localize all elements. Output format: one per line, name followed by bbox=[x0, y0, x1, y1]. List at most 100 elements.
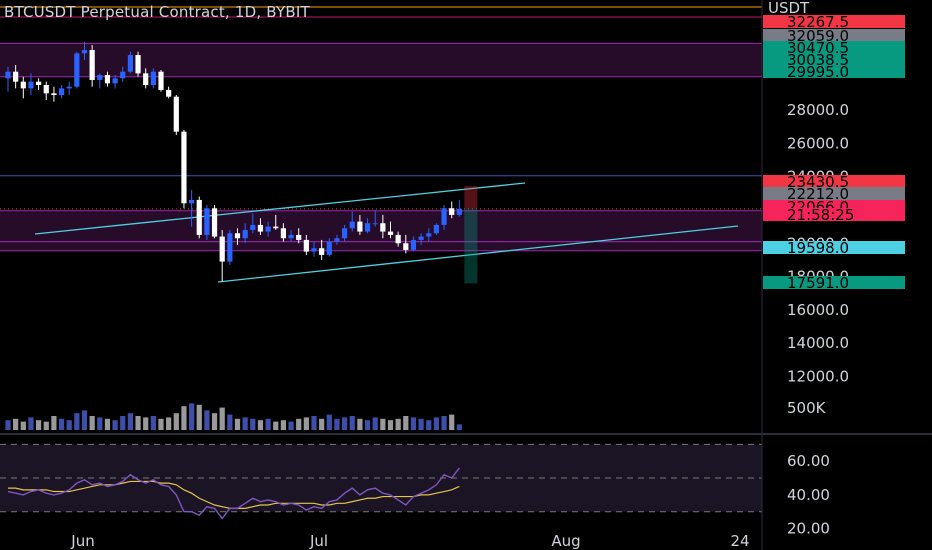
candle-body bbox=[58, 88, 65, 96]
candle-body bbox=[20, 81, 26, 89]
price-tick-label: 16000.0 bbox=[787, 301, 849, 319]
price-tag-label: 22212.0 bbox=[787, 185, 849, 203]
price-tag-label: 19598.0 bbox=[787, 239, 849, 257]
volume-bar bbox=[173, 413, 179, 430]
channel-lower-line[interactable] bbox=[217, 225, 739, 283]
price-tick-label: 12000.0 bbox=[787, 368, 849, 386]
volume-bar bbox=[166, 417, 172, 430]
volume-bar bbox=[204, 410, 210, 430]
volume-bar bbox=[219, 407, 225, 430]
candle-body bbox=[135, 55, 141, 74]
volume-bar bbox=[441, 416, 447, 430]
volume-bar bbox=[456, 424, 462, 430]
candle-body bbox=[433, 224, 439, 234]
time-axis[interactable]: Jun Jul Aug 24 bbox=[70, 532, 749, 550]
price-tag-box bbox=[763, 276, 905, 289]
volume-bar bbox=[181, 406, 187, 430]
volume-bar bbox=[403, 416, 409, 430]
volume-bar bbox=[319, 418, 325, 430]
candle-body bbox=[410, 239, 417, 250]
price-tag-box bbox=[763, 241, 905, 254]
volume-bar bbox=[189, 403, 195, 430]
volume-bar bbox=[296, 418, 302, 430]
candle-body bbox=[158, 71, 164, 91]
candle-body bbox=[13, 71, 19, 82]
candle-body bbox=[5, 71, 11, 79]
volume-bar bbox=[158, 418, 164, 430]
candle-body bbox=[97, 75, 103, 81]
candle-body bbox=[403, 243, 409, 250]
volume-bar bbox=[120, 416, 126, 430]
candle-body bbox=[36, 81, 42, 86]
price-tag-box bbox=[763, 15, 905, 28]
price-tag-box bbox=[763, 53, 905, 66]
volume-bar bbox=[288, 421, 294, 430]
volume-bar bbox=[89, 416, 95, 430]
candle-body bbox=[219, 236, 225, 262]
candle-body bbox=[51, 93, 57, 96]
candle-body bbox=[387, 231, 394, 235]
volume-bar bbox=[326, 414, 332, 430]
volume-bar bbox=[410, 417, 417, 430]
rsi-tick-label: 40.00 bbox=[787, 486, 830, 504]
horizontal-levels bbox=[0, 6, 762, 210]
volume-bar bbox=[265, 418, 271, 430]
volume-bar bbox=[280, 420, 286, 430]
rsi-pane bbox=[0, 443, 762, 520]
price-tag-box bbox=[763, 175, 905, 188]
candle-body bbox=[364, 223, 371, 232]
candle-body bbox=[127, 55, 133, 72]
volume-bar bbox=[250, 418, 256, 430]
candle-body bbox=[296, 234, 302, 240]
price-tag-label: 21:58:25 bbox=[787, 206, 854, 224]
zone-box bbox=[0, 241, 762, 251]
volume-bar bbox=[74, 413, 80, 430]
volume-bar bbox=[372, 417, 378, 430]
time-tick-label: Jun bbox=[70, 532, 94, 550]
volume-bar bbox=[234, 418, 241, 430]
volume-bar bbox=[426, 420, 432, 430]
price-tag-label: 29995.0 bbox=[787, 63, 849, 81]
candle-body bbox=[426, 233, 432, 237]
price-tag-box bbox=[763, 187, 905, 200]
candle-body bbox=[449, 208, 455, 215]
price-tick-label: 28000.0 bbox=[787, 101, 849, 119]
price-tag-label: 32267.5 bbox=[787, 13, 849, 31]
volume-bar bbox=[449, 414, 455, 430]
support-resistance-zones bbox=[0, 42, 762, 252]
channel-upper-line[interactable] bbox=[34, 182, 526, 235]
volume-bar bbox=[51, 416, 57, 430]
price-tag-box bbox=[763, 41, 905, 54]
volume-bar bbox=[143, 417, 149, 430]
candle-body bbox=[120, 71, 126, 79]
volume-bar bbox=[357, 418, 363, 430]
volume-bar bbox=[20, 421, 26, 430]
candle-body bbox=[273, 226, 279, 229]
position-box bbox=[464, 186, 478, 284]
price-tag-label: 30038.5 bbox=[787, 51, 849, 69]
volume-bar bbox=[303, 417, 309, 430]
candle-body bbox=[181, 131, 187, 204]
volume-bar bbox=[380, 418, 386, 430]
trend-channel[interactable] bbox=[34, 182, 739, 283]
volume-bar bbox=[433, 417, 439, 430]
volume-bar bbox=[342, 417, 348, 430]
candle-body bbox=[441, 208, 447, 225]
volume-bar bbox=[66, 420, 72, 430]
position-target-zone bbox=[464, 186, 478, 209]
candle-body bbox=[74, 53, 80, 87]
volume-bar bbox=[13, 418, 19, 430]
volume-bar bbox=[196, 404, 202, 430]
candlestick-series bbox=[5, 41, 462, 282]
candle-body bbox=[326, 241, 332, 255]
volume-bar bbox=[112, 420, 118, 430]
candle-body bbox=[303, 239, 309, 252]
volume-bar bbox=[81, 410, 88, 430]
price-tag-label: 17591.0 bbox=[787, 274, 849, 292]
candle-body bbox=[204, 208, 210, 235]
candle-body bbox=[196, 199, 202, 235]
candle-body bbox=[372, 223, 378, 225]
